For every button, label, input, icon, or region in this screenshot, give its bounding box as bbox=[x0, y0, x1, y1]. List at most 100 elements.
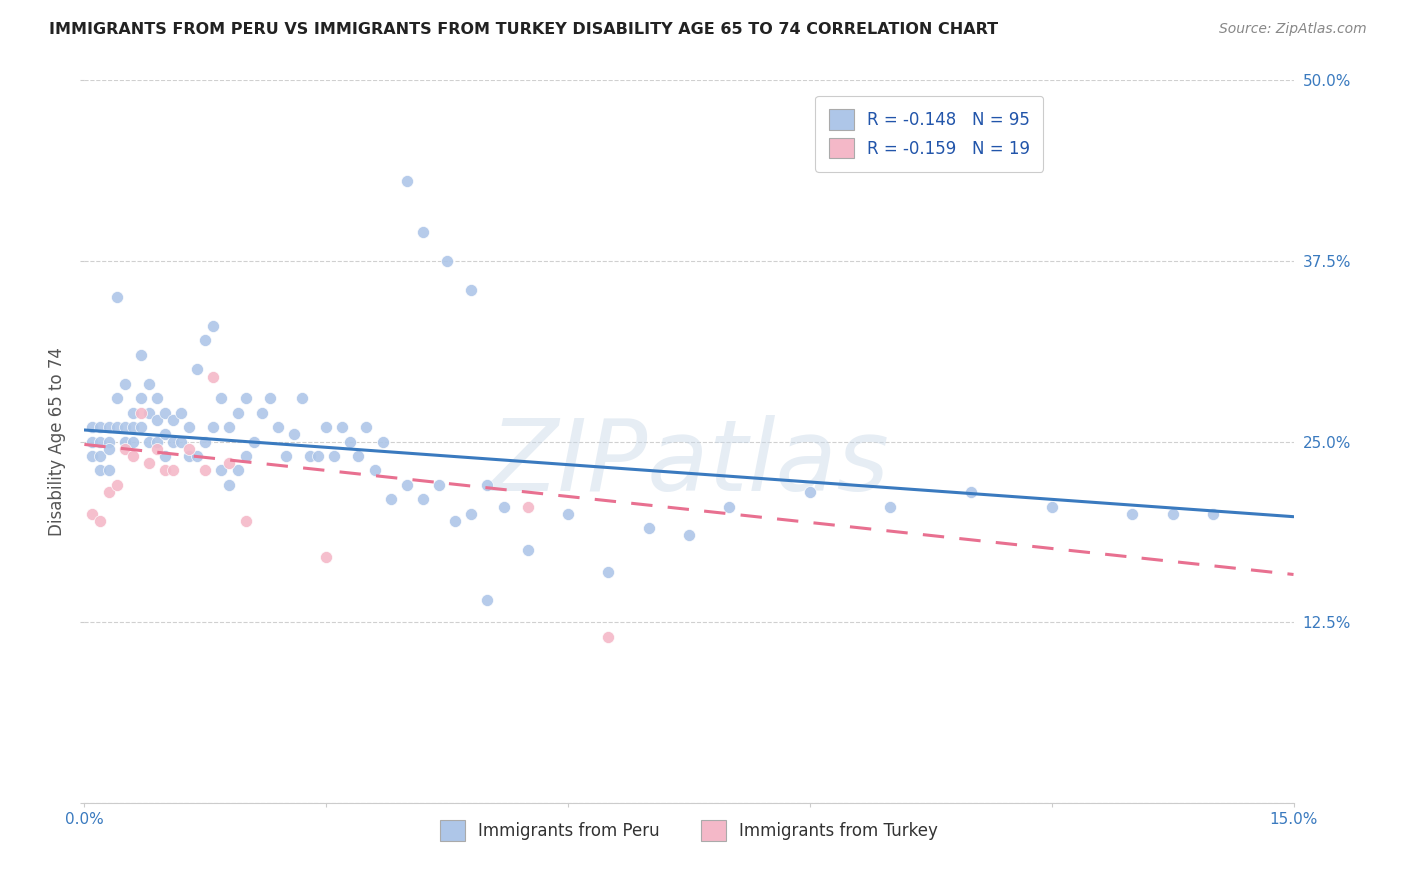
Point bbox=[153, 449, 176, 463]
Y-axis label: Disability Age 65 to 74: Disability Age 65 to 74 bbox=[48, 347, 66, 536]
Point bbox=[299, 449, 322, 463]
Point bbox=[82, 507, 104, 521]
Point bbox=[1121, 507, 1143, 521]
Point bbox=[1202, 507, 1225, 521]
Point bbox=[89, 449, 111, 463]
Point bbox=[186, 449, 208, 463]
Point bbox=[162, 434, 184, 449]
Point bbox=[129, 391, 152, 405]
Point bbox=[153, 463, 176, 477]
Point bbox=[363, 463, 385, 477]
Point bbox=[153, 406, 176, 420]
Point bbox=[105, 391, 128, 405]
Point bbox=[89, 434, 111, 449]
Point bbox=[395, 174, 418, 188]
Point bbox=[179, 442, 201, 456]
Point bbox=[179, 420, 201, 434]
Point bbox=[97, 434, 120, 449]
Point bbox=[267, 420, 290, 434]
Point bbox=[678, 528, 700, 542]
Point bbox=[186, 362, 208, 376]
Point bbox=[347, 449, 370, 463]
Point bbox=[283, 427, 305, 442]
Point bbox=[138, 376, 160, 391]
Point bbox=[315, 420, 337, 434]
Point bbox=[1040, 500, 1063, 514]
Point bbox=[202, 318, 225, 333]
Point bbox=[114, 420, 136, 434]
Point bbox=[89, 463, 111, 477]
Point bbox=[82, 449, 104, 463]
Point bbox=[97, 485, 120, 500]
Point bbox=[129, 420, 152, 434]
Point bbox=[226, 406, 249, 420]
Point bbox=[209, 463, 232, 477]
Point bbox=[371, 434, 394, 449]
Point bbox=[250, 406, 273, 420]
Point bbox=[138, 434, 160, 449]
Point bbox=[1161, 507, 1184, 521]
Point bbox=[412, 225, 434, 239]
Point bbox=[146, 413, 169, 427]
Point bbox=[202, 420, 225, 434]
Point bbox=[209, 391, 232, 405]
Point bbox=[138, 406, 160, 420]
Point bbox=[97, 442, 120, 456]
Point bbox=[557, 507, 579, 521]
Point bbox=[146, 442, 169, 456]
Point bbox=[121, 406, 143, 420]
Point bbox=[89, 420, 111, 434]
Point bbox=[105, 478, 128, 492]
Point bbox=[960, 485, 983, 500]
Point bbox=[637, 521, 659, 535]
Point bbox=[121, 449, 143, 463]
Legend: Immigrants from Peru, Immigrants from Turkey: Immigrants from Peru, Immigrants from Tu… bbox=[427, 809, 950, 852]
Point bbox=[242, 434, 264, 449]
Point bbox=[138, 456, 160, 470]
Point bbox=[235, 391, 257, 405]
Point bbox=[82, 420, 104, 434]
Point bbox=[330, 420, 353, 434]
Point bbox=[218, 420, 240, 434]
Point bbox=[274, 449, 297, 463]
Point bbox=[259, 391, 281, 405]
Point bbox=[170, 434, 193, 449]
Point bbox=[307, 449, 329, 463]
Point bbox=[114, 442, 136, 456]
Point bbox=[460, 507, 482, 521]
Point bbox=[315, 550, 337, 565]
Text: IMMIGRANTS FROM PERU VS IMMIGRANTS FROM TURKEY DISABILITY AGE 65 TO 74 CORRELATI: IMMIGRANTS FROM PERU VS IMMIGRANTS FROM … bbox=[49, 22, 998, 37]
Point bbox=[436, 253, 458, 268]
Point bbox=[492, 500, 515, 514]
Point bbox=[105, 290, 128, 304]
Point bbox=[395, 478, 418, 492]
Point bbox=[97, 420, 120, 434]
Point bbox=[444, 514, 467, 528]
Point bbox=[799, 485, 821, 500]
Point bbox=[516, 542, 538, 557]
Point bbox=[170, 406, 193, 420]
Point bbox=[218, 478, 240, 492]
Point bbox=[129, 406, 152, 420]
Point bbox=[516, 500, 538, 514]
Text: ZIPatlas: ZIPatlas bbox=[489, 415, 889, 512]
Point bbox=[121, 434, 143, 449]
Point bbox=[162, 463, 184, 477]
Point bbox=[97, 463, 120, 477]
Point bbox=[598, 630, 620, 644]
Point bbox=[380, 492, 402, 507]
Point bbox=[477, 478, 499, 492]
Point bbox=[89, 514, 111, 528]
Point bbox=[235, 514, 257, 528]
Point bbox=[179, 449, 201, 463]
Point bbox=[226, 463, 249, 477]
Point bbox=[218, 456, 240, 470]
Point bbox=[323, 449, 346, 463]
Point bbox=[202, 369, 225, 384]
Point bbox=[598, 565, 620, 579]
Point bbox=[194, 434, 217, 449]
Point bbox=[291, 391, 314, 405]
Point bbox=[82, 434, 104, 449]
Point bbox=[194, 334, 217, 348]
Point bbox=[460, 283, 482, 297]
